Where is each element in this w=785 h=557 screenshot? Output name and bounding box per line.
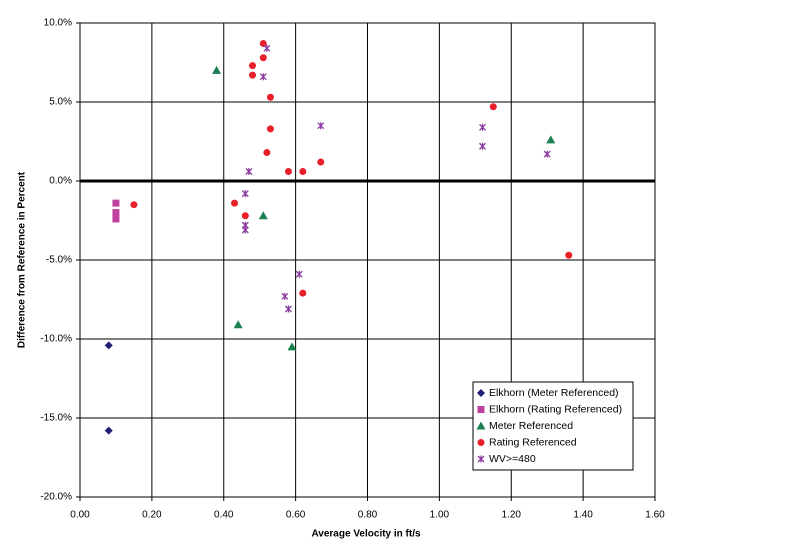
point <box>479 142 486 150</box>
point <box>476 421 486 430</box>
y-tick-label: 10.0% <box>44 18 72 29</box>
point <box>477 439 485 446</box>
point <box>104 341 113 350</box>
point <box>299 289 307 297</box>
point <box>259 54 267 62</box>
point <box>317 158 325 166</box>
point <box>543 150 551 158</box>
point <box>249 71 256 79</box>
y-tick-label: 0.0% <box>49 176 72 187</box>
point <box>241 226 249 234</box>
point <box>112 209 120 217</box>
y-tick-label: -20.0% <box>40 492 72 503</box>
x-tick-label: 1.40 <box>573 510 593 521</box>
x-tick-label: 0.40 <box>214 510 234 521</box>
point <box>281 292 289 300</box>
point <box>477 406 485 413</box>
point <box>259 40 267 48</box>
point <box>287 342 297 351</box>
point <box>233 320 243 329</box>
y-axis-title: Difference from Reference in Percent <box>17 171 28 348</box>
point <box>284 305 292 313</box>
point <box>249 62 256 70</box>
y-tick-label: 5.0% <box>49 97 72 108</box>
point <box>245 168 253 176</box>
x-tick-label: 1.60 <box>645 510 665 521</box>
legend-label: Elkhorn (Rating Referenced) <box>489 403 622 415</box>
x-tick-label: 0.60 <box>286 510 306 521</box>
y-tick-label: -10.0% <box>40 334 72 345</box>
point <box>241 190 249 198</box>
point <box>565 251 573 259</box>
x-tick-label: 0.80 <box>358 510 378 521</box>
y-tick-label: -5.0% <box>46 255 72 266</box>
point <box>477 455 485 463</box>
legend-label: Meter Referenced <box>489 420 573 432</box>
point <box>479 123 486 131</box>
point <box>263 149 271 157</box>
point <box>266 125 274 133</box>
legend-label: Elkhorn (Meter Referenced) <box>489 387 619 399</box>
y-tick-label: -15.0% <box>40 413 72 424</box>
point <box>259 73 267 81</box>
legend-box <box>472 381 634 471</box>
point <box>263 44 271 52</box>
point <box>317 122 325 130</box>
point <box>284 168 292 176</box>
point <box>266 93 274 101</box>
point <box>477 389 485 397</box>
plot-frame <box>79 22 656 498</box>
point <box>489 103 497 111</box>
point <box>212 65 222 74</box>
x-tick-label: 0.00 <box>70 510 90 521</box>
point <box>130 201 138 209</box>
x-tick-label: 0.20 <box>142 510 162 521</box>
point <box>546 135 556 144</box>
point <box>231 199 239 207</box>
x-tick-label: 1.20 <box>502 510 522 521</box>
legend-label: WV>=480 <box>489 453 536 465</box>
x-tick-label: 1.00 <box>430 510 450 521</box>
point <box>241 212 249 220</box>
point <box>112 215 120 223</box>
point <box>112 199 120 207</box>
point <box>104 426 113 435</box>
legend-label: Rating Referenced <box>489 436 577 448</box>
point <box>295 270 303 278</box>
x-axis-title: Average Velocity in ft/s <box>311 529 421 540</box>
point <box>299 168 307 176</box>
point <box>258 211 268 220</box>
